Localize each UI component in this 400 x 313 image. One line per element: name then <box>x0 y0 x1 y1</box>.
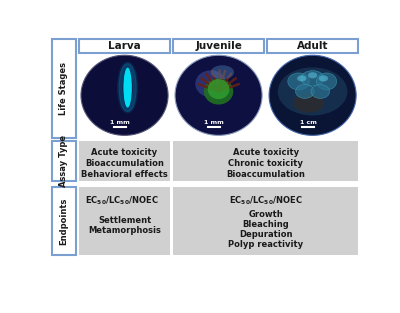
Text: $\mathbf{EC_{50} / LC_{50} / NOEC}$: $\mathbf{EC_{50} / LC_{50} / NOEC}$ <box>229 195 302 207</box>
Bar <box>52 141 76 181</box>
Ellipse shape <box>308 72 317 78</box>
Ellipse shape <box>81 55 168 135</box>
Ellipse shape <box>288 73 310 90</box>
Text: Acute toxicity: Acute toxicity <box>92 148 158 157</box>
Text: 1 cm: 1 cm <box>300 120 316 125</box>
Ellipse shape <box>204 78 233 105</box>
Bar <box>79 141 170 181</box>
Text: Larva: Larva <box>108 41 141 51</box>
Ellipse shape <box>297 75 306 81</box>
Text: Life Stages: Life Stages <box>60 62 68 115</box>
Ellipse shape <box>296 85 314 98</box>
Ellipse shape <box>211 65 234 79</box>
Bar <box>79 39 170 53</box>
Ellipse shape <box>278 67 348 115</box>
Text: Growth: Growth <box>248 210 283 219</box>
Text: Settlement: Settlement <box>98 216 151 225</box>
Ellipse shape <box>319 75 328 81</box>
Text: Chronic toxicity: Chronic toxicity <box>228 159 303 168</box>
Bar <box>52 39 76 138</box>
Text: Endpoints: Endpoints <box>60 197 68 244</box>
Text: Adult: Adult <box>297 41 328 51</box>
Text: 1 mm: 1 mm <box>204 120 224 125</box>
Text: Metamorphosis: Metamorphosis <box>88 226 161 235</box>
Text: Polyp reactivity: Polyp reactivity <box>228 240 303 249</box>
Bar <box>173 141 358 181</box>
Text: Behavioral effects: Behavioral effects <box>81 170 168 179</box>
Text: Assay Type: Assay Type <box>60 135 68 187</box>
Ellipse shape <box>311 85 330 98</box>
Bar <box>173 187 358 255</box>
Bar <box>267 39 358 53</box>
Ellipse shape <box>208 79 230 99</box>
Bar <box>52 187 76 255</box>
Text: Bleaching: Bleaching <box>242 220 289 229</box>
Text: 1 mm: 1 mm <box>110 120 130 125</box>
Text: Bioaccumulation: Bioaccumulation <box>226 170 305 179</box>
Text: $\mathbf{EC_{50} / LC_{50} / NOEC}$: $\mathbf{EC_{50} / LC_{50} / NOEC}$ <box>85 195 159 207</box>
Ellipse shape <box>175 55 262 135</box>
Bar <box>173 39 264 53</box>
Text: Juvenile: Juvenile <box>195 41 242 51</box>
Bar <box>79 187 170 255</box>
Text: Depuration: Depuration <box>239 230 292 239</box>
Text: Acute toxicity: Acute toxicity <box>232 148 299 157</box>
Ellipse shape <box>316 73 337 90</box>
Ellipse shape <box>195 70 226 97</box>
Text: Bioaccumulation: Bioaccumulation <box>85 159 164 168</box>
Ellipse shape <box>123 68 132 108</box>
Ellipse shape <box>269 55 356 135</box>
Ellipse shape <box>293 93 324 113</box>
Ellipse shape <box>301 71 324 86</box>
